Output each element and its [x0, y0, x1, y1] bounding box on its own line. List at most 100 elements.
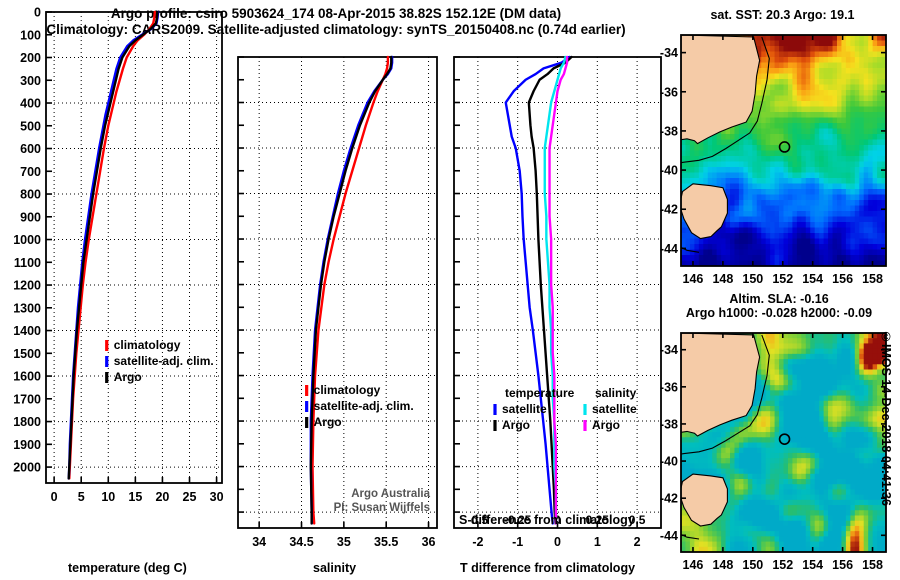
y-tick-label: 1800: [13, 415, 41, 429]
map-cell: [801, 260, 807, 266]
map-cell: [859, 364, 865, 371]
map-cell: [703, 260, 709, 266]
map-cell: [707, 260, 713, 266]
map-cell: [721, 150, 727, 157]
map-cell: [792, 333, 798, 339]
map-cell: [859, 161, 865, 168]
map-cell: [703, 139, 709, 146]
map-cell: [761, 205, 767, 212]
map-cell: [850, 216, 856, 223]
map-cell: [698, 541, 704, 548]
sst-map-title: sat. SST: 20.3 Argo: 19.1: [710, 8, 855, 22]
map-cell: [845, 123, 851, 130]
map-cell: [783, 167, 789, 174]
map-cell: [685, 520, 691, 527]
map-cell: [836, 499, 843, 506]
map-cell: [770, 46, 776, 53]
map-cell: [747, 489, 753, 496]
map-cell: [689, 249, 695, 256]
map-cell: [810, 46, 816, 53]
map-cell: [725, 447, 731, 454]
map-cell: [828, 385, 834, 391]
map-cell: [819, 479, 825, 485]
map-cell: [779, 128, 785, 135]
map-cell: [872, 541, 878, 548]
map-cell: [779, 249, 785, 256]
map-cell: [868, 62, 874, 69]
map-cell: [774, 227, 780, 234]
map-cell: [783, 369, 789, 376]
map-cell: [863, 432, 869, 438]
map-cell: [774, 447, 780, 454]
map-cell: [796, 68, 802, 75]
map-cell: [761, 364, 767, 371]
map-cell: [756, 379, 762, 386]
map-cell: [814, 369, 820, 376]
map-cell: [832, 390, 838, 397]
map-cell: [738, 463, 744, 470]
map-cell: [752, 156, 758, 163]
map-cell: [823, 101, 829, 108]
map-cell: [770, 112, 776, 119]
map-cell: [734, 494, 740, 501]
map-cell: [774, 531, 780, 537]
map-cell: [841, 194, 847, 201]
map-cell: [765, 479, 771, 485]
map-cell: [752, 139, 758, 146]
map-cell: [779, 62, 785, 69]
map-cell: [779, 400, 785, 407]
map-cell: [787, 139, 794, 146]
map-cell: [796, 353, 802, 360]
map-cell: [792, 411, 798, 418]
map-cell: [707, 255, 713, 262]
map-cell: [872, 452, 878, 459]
map-cell: [796, 364, 802, 371]
map-cell: [694, 437, 700, 444]
map-cell: [734, 194, 740, 201]
map-cell: [725, 479, 731, 485]
map-cell: [881, 134, 886, 141]
map-cell: [774, 156, 780, 163]
map-cell: [868, 515, 874, 522]
map-cell: [801, 205, 807, 212]
map-cell: [872, 463, 878, 470]
map-cell: [881, 216, 886, 223]
map-cell: [805, 406, 811, 412]
map-cell: [805, 117, 811, 124]
map-cell: [783, 364, 789, 371]
map-cell: [765, 73, 771, 80]
map-cell: [877, 244, 883, 251]
map-cell: [770, 374, 776, 381]
map-cell: [787, 79, 794, 86]
map-cell: [774, 458, 780, 464]
map-cell: [832, 123, 838, 130]
map-cell: [787, 473, 794, 480]
map-cell: [792, 222, 798, 229]
map-cell: [801, 178, 807, 185]
map-cell: [810, 400, 816, 407]
map-cell: [743, 520, 749, 527]
map-cell: [810, 468, 816, 475]
map-cell: [810, 379, 816, 386]
map-cell: [770, 432, 776, 438]
map-cell: [863, 90, 869, 97]
map-cell: [819, 106, 825, 113]
map-cell: [801, 123, 807, 130]
map-cell: [712, 150, 718, 157]
map-cell: [845, 161, 851, 168]
map-cell: [756, 200, 762, 207]
map-cell: [765, 515, 771, 522]
map-cell: [783, 51, 789, 58]
map-cell: [810, 494, 816, 501]
map-cell: [747, 167, 753, 174]
map-cell: [725, 216, 731, 223]
map-cell: [836, 359, 843, 365]
map-cell: [845, 520, 851, 527]
map-cell: [854, 374, 860, 381]
map-cell: [859, 541, 865, 548]
map-cell: [872, 46, 878, 53]
map-cell: [877, 432, 883, 438]
map-cell: [814, 167, 820, 174]
y-tick-label: 700: [20, 165, 41, 179]
map-cell: [810, 515, 816, 522]
